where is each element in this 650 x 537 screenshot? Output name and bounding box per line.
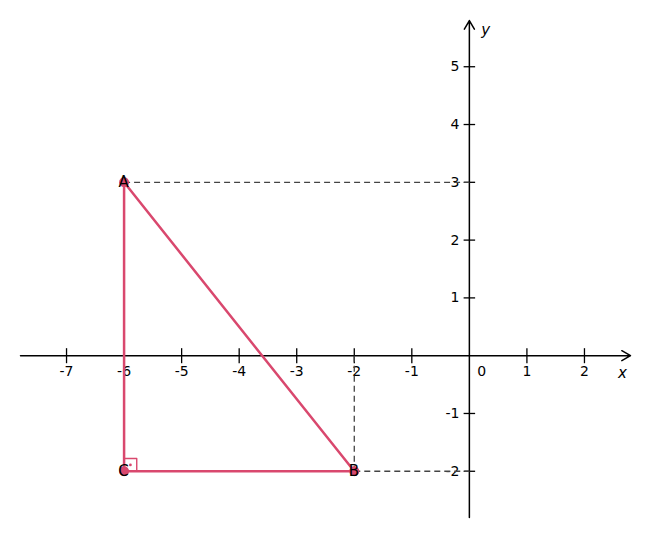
svg-text:1: 1	[522, 363, 531, 379]
svg-text:3: 3	[450, 173, 460, 190]
svg-text:-2: -2	[347, 362, 362, 379]
svg-text:-2: -2	[445, 462, 460, 479]
svg-text:2: 2	[580, 363, 589, 379]
svg-text:y: y	[480, 21, 491, 39]
svg-text:-6: -6	[117, 362, 132, 379]
svg-text:A: A	[118, 173, 129, 191]
svg-text:0: 0	[477, 363, 486, 379]
svg-text:x: x	[617, 364, 627, 382]
svg-text:B: B	[349, 462, 359, 480]
svg-text:-7: -7	[60, 363, 74, 379]
svg-text:1: 1	[450, 289, 459, 305]
svg-text:-1: -1	[405, 363, 419, 379]
svg-text:2: 2	[450, 232, 459, 248]
svg-text:5: 5	[450, 58, 459, 74]
svg-text:4: 4	[450, 116, 459, 132]
svg-text:-5: -5	[175, 363, 189, 379]
svg-text:-3: -3	[290, 363, 304, 379]
svg-text:-1: -1	[445, 405, 459, 421]
svg-text:-4: -4	[232, 363, 246, 379]
svg-text:C: C	[118, 462, 128, 480]
